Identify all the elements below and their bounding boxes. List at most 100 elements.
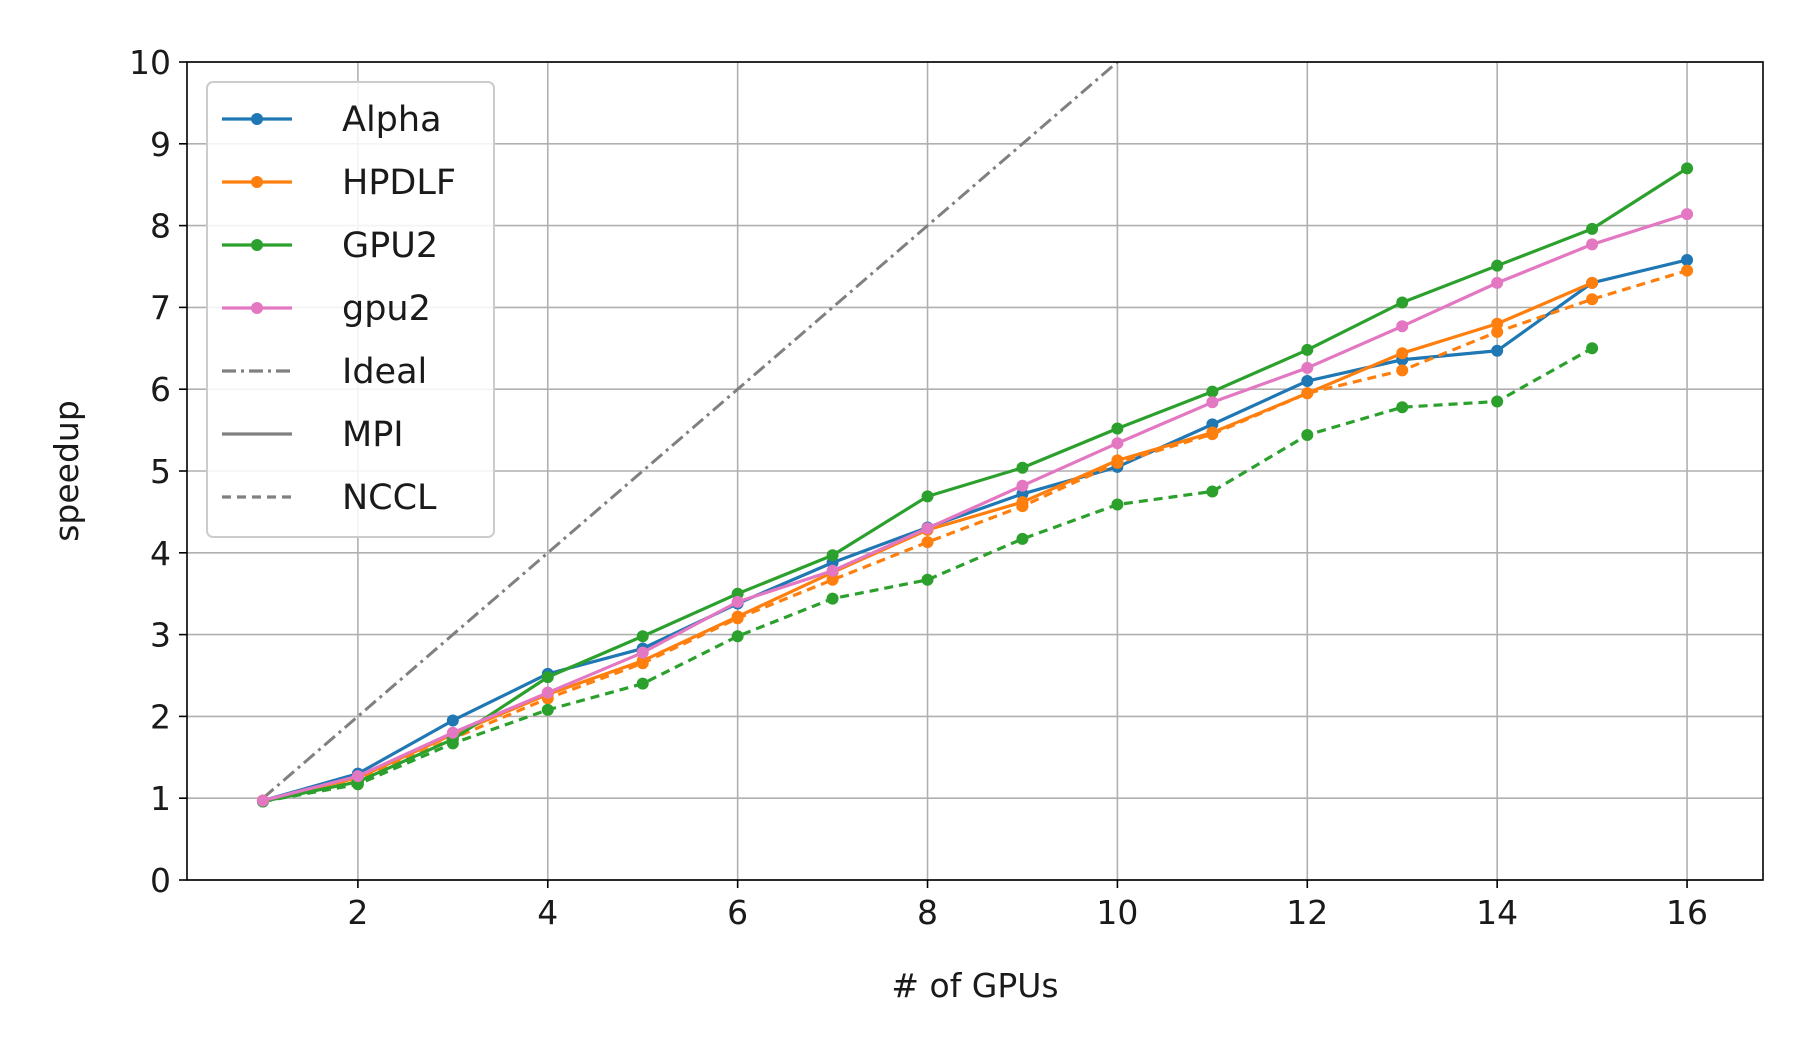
series-gpu2-solid (256, 208, 1694, 807)
legend-label: HPDLF (342, 163, 456, 203)
data-point (731, 630, 744, 643)
data-point (446, 737, 459, 750)
data-point (1586, 276, 1599, 289)
legend-box (206, 81, 495, 538)
data-point (256, 794, 269, 807)
legend-entry-hpdlf: HPDLF (222, 163, 456, 203)
legend-label: gpu2 (342, 289, 431, 329)
data-point (541, 686, 554, 699)
data-point (1206, 428, 1219, 441)
data-point (921, 536, 934, 549)
data-point (1491, 395, 1504, 408)
legend-entry-gpu2: gpu2 (222, 289, 431, 329)
data-point (731, 595, 744, 608)
legend-marker (251, 113, 263, 125)
data-point (731, 612, 744, 625)
data-point (351, 770, 364, 783)
data-point (446, 726, 459, 739)
data-point (921, 490, 934, 503)
series-line (262, 258, 1688, 803)
data-point (1491, 259, 1504, 272)
legend-entry-alpha: Alpha (222, 100, 442, 140)
x-tick-label: 12 (1286, 893, 1328, 932)
x-tick-label: 16 (1666, 893, 1708, 932)
series-line (262, 212, 1688, 803)
y-tick-label: 8 (150, 207, 171, 246)
y-axis-label: speedup (47, 400, 86, 542)
data-point (1301, 361, 1314, 374)
y-tick-label: 9 (150, 125, 171, 164)
data-point (1396, 401, 1409, 414)
series-line (262, 269, 1688, 803)
data-point (1111, 437, 1124, 450)
data-point (636, 630, 649, 643)
legend-entry-ideal: Ideal (222, 352, 427, 392)
x-tick-label: 6 (727, 893, 748, 932)
data-point (1111, 422, 1124, 435)
data-point (1586, 238, 1599, 251)
data-point (541, 671, 554, 684)
legend-label: GPU2 (342, 226, 438, 266)
legend-label: MPI (342, 415, 404, 455)
data-point (636, 646, 649, 659)
data-point (1396, 320, 1409, 333)
y-tick-label: 5 (150, 452, 171, 491)
data-point (636, 657, 649, 670)
legend-entry-gpu2: GPU2 (222, 226, 438, 266)
data-point (1396, 364, 1409, 377)
data-point (1586, 342, 1599, 355)
x-tick-label: 14 (1476, 893, 1518, 932)
series-line (262, 346, 1593, 804)
data-point (1681, 162, 1694, 175)
data-point (1491, 325, 1504, 338)
y-tick-label: 0 (150, 861, 171, 900)
data-point (826, 592, 839, 605)
y-tick-label: 1 (150, 779, 171, 818)
data-point (1586, 222, 1599, 235)
legend-marker (251, 176, 263, 188)
data-point (1396, 296, 1409, 309)
x-tick-label: 8 (917, 893, 938, 932)
data-point (921, 522, 934, 535)
data-point (1016, 479, 1029, 492)
data-point (1301, 343, 1314, 356)
data-point (636, 677, 649, 690)
x-tick-label: 10 (1096, 893, 1138, 932)
legend-entry-nccl: NCCL (222, 478, 437, 518)
legend-label: NCCL (342, 478, 437, 518)
ideal-line-layer (261, 62, 1120, 800)
legend-label: Alpha (342, 100, 442, 140)
data-point (826, 573, 839, 586)
data-point (826, 564, 839, 577)
data-point (1586, 293, 1599, 306)
x-tick-label: 4 (537, 893, 558, 932)
y-tick-label: 2 (150, 697, 171, 736)
legend-entry-mpi: MPI (222, 415, 404, 455)
data-point (1016, 500, 1029, 513)
series-gpu2-dashed (256, 342, 1599, 808)
data-point (1111, 498, 1124, 511)
data-point (921, 573, 934, 586)
data-point (1681, 264, 1694, 277)
data-point (1681, 208, 1694, 221)
y-tick-label: 6 (150, 370, 171, 409)
series-layer (256, 162, 1694, 808)
data-point (1681, 253, 1694, 266)
x-axis-label: # of GPUs (891, 966, 1058, 1005)
data-point (1491, 344, 1504, 357)
data-point (1491, 276, 1504, 289)
legend-marker (251, 239, 263, 251)
legend-label: Ideal (342, 352, 427, 392)
legend-marker (251, 302, 263, 314)
data-point (1301, 387, 1314, 400)
data-point (1301, 429, 1314, 442)
x-tick-label: 2 (347, 893, 368, 932)
data-point (826, 549, 839, 562)
data-point (1396, 347, 1409, 360)
legend: Alpha HPDLF GPU2 gpu2 Ideal MPI NCCL (206, 81, 495, 538)
data-point (1016, 532, 1029, 545)
ideal-line (261, 62, 1120, 800)
y-tick-label: 7 (150, 288, 171, 327)
y-tick-label: 10 (129, 43, 171, 82)
